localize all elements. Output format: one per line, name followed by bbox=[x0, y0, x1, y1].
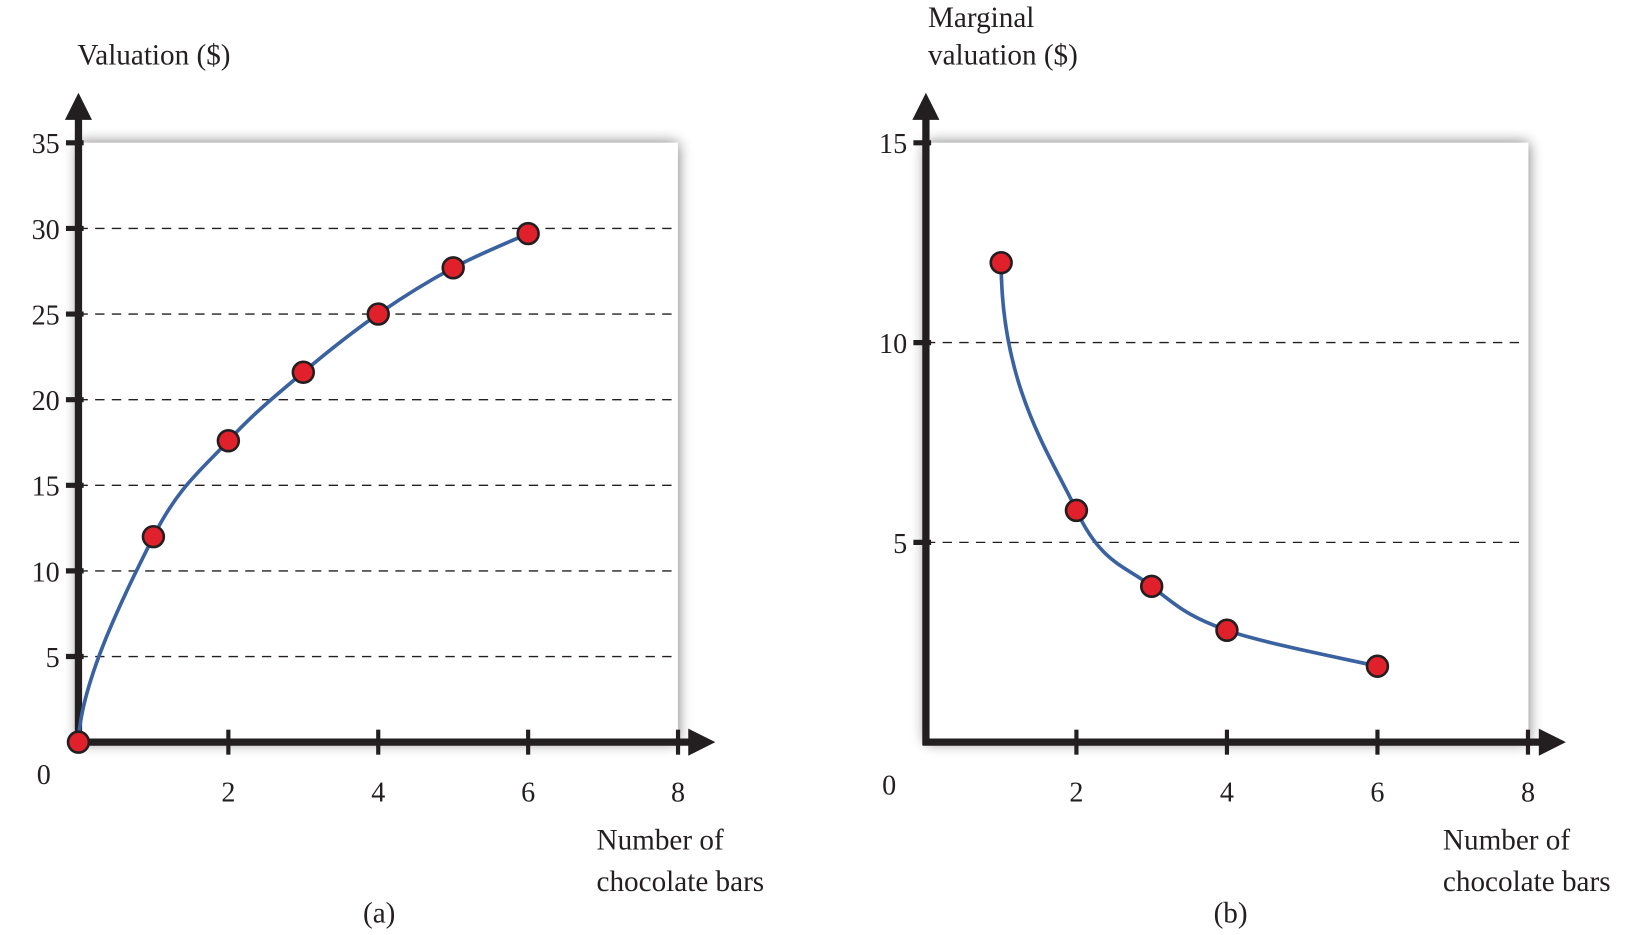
chart-panel-b: Marginal valuation ($) Number of chocola… bbox=[879, 2, 1611, 929]
panel-label: (b) bbox=[1214, 897, 1248, 929]
x-tick-label: 8 bbox=[1521, 778, 1535, 809]
data-point bbox=[1064, 498, 1089, 523]
y-axis-arrow-icon bbox=[912, 92, 940, 120]
data-point bbox=[1139, 574, 1164, 599]
y-tick-label: 10 bbox=[879, 329, 907, 360]
x-tick-label: 4 bbox=[1220, 778, 1234, 809]
y-tick-label: 30 bbox=[32, 215, 60, 246]
series-line bbox=[999, 262, 1378, 669]
y-tick-label: 35 bbox=[32, 129, 60, 160]
x-axis-arrow-icon bbox=[1538, 728, 1566, 756]
y-tick-label: 10 bbox=[32, 557, 60, 588]
y-tick-label: 20 bbox=[32, 386, 60, 417]
panel-label: (a) bbox=[363, 897, 395, 929]
y-axis-arrow-icon bbox=[64, 92, 93, 120]
x-axis-label-line2: chocolate bars bbox=[597, 866, 765, 898]
y-axis-label: Valuation ($) bbox=[77, 40, 230, 72]
y-tick-label: 25 bbox=[32, 300, 60, 331]
x-tick-label: 2 bbox=[221, 778, 235, 809]
data-point bbox=[1215, 618, 1239, 643]
data-point bbox=[1365, 654, 1390, 678]
x-axis-label-line1: Number of bbox=[597, 825, 724, 857]
x-axis-label-line2: chocolate bars bbox=[1443, 866, 1611, 898]
y-tick-label: 15 bbox=[879, 129, 907, 160]
y-axis-label-line2: valuation ($) bbox=[928, 40, 1078, 72]
x-axis-arrow-icon bbox=[688, 728, 716, 756]
x-tick-label: 6 bbox=[521, 778, 535, 809]
y-axis-label-line1: Marginal bbox=[928, 2, 1034, 34]
chart-panel-a: Valuation ($) Number of chocolate bars (… bbox=[32, 40, 765, 930]
x-tick-label: 6 bbox=[1370, 778, 1384, 809]
data-point bbox=[366, 302, 390, 326]
data-point bbox=[516, 221, 540, 246]
data-point bbox=[66, 730, 91, 754]
plot-area bbox=[925, 142, 1529, 743]
origin-label: 0 bbox=[37, 760, 51, 791]
origin-label: 0 bbox=[882, 770, 896, 801]
x-tick-label: 8 bbox=[671, 778, 685, 809]
data-point bbox=[291, 360, 316, 384]
data-point bbox=[216, 429, 241, 453]
y-tick-label: 5 bbox=[893, 529, 907, 560]
data-point bbox=[989, 250, 1013, 275]
x-tick-label: 4 bbox=[371, 778, 385, 809]
plot-area bbox=[78, 142, 678, 743]
x-tick-label: 2 bbox=[1069, 778, 1083, 809]
y-tick-label: 5 bbox=[46, 643, 60, 674]
data-point bbox=[141, 524, 166, 549]
data-point bbox=[441, 256, 465, 280]
x-axis-label-line1: Number of bbox=[1443, 825, 1570, 857]
y-tick-label: 15 bbox=[32, 472, 60, 503]
